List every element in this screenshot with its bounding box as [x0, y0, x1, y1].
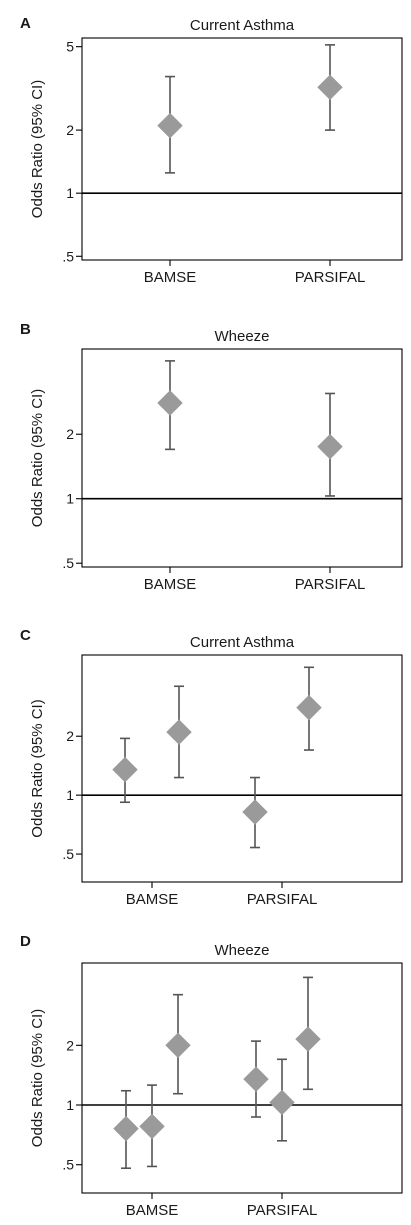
odds-ratio-diamond	[166, 719, 192, 745]
panel-label: D	[20, 933, 31, 950]
y-tick-label: 2	[66, 426, 74, 442]
odds-ratio-diamond	[165, 1032, 191, 1059]
y-tick-label: .5	[62, 248, 74, 264]
panel-title: Wheeze	[214, 942, 269, 959]
x-tick-label: BAMSE	[126, 1202, 179, 1219]
panel-title: Wheeze	[214, 328, 269, 345]
x-tick-label: PARSIFAL	[247, 891, 318, 908]
y-axis-label: Odds Ratio (95% CI)	[29, 699, 46, 837]
plot-frame	[81, 37, 403, 261]
x-tick-label: BAMSE	[126, 891, 179, 908]
y-tick-label: 1	[66, 185, 74, 201]
x-tick-label: BAMSE	[144, 269, 197, 286]
odds-ratio-diamond	[112, 756, 138, 783]
y-axis-label: Odds Ratio (95% CI)	[29, 389, 46, 527]
y-tick-label: 2	[66, 728, 74, 744]
plot-frame	[81, 962, 403, 1194]
y-tick-label: 2	[66, 1037, 74, 1053]
odds-ratio-diamond	[243, 1066, 269, 1092]
panel-label: C	[20, 627, 31, 644]
panel-c: C Current Asthma .5 1 2 Odds Ratio (95% CI) BA…	[20, 627, 403, 908]
x-tick-label: PARSIFAL	[295, 269, 366, 286]
panel-title: Current Asthma	[190, 17, 295, 34]
panel-a: A Current Asthma .5 1 2 5 Odds Ratio (95% CI) B…	[20, 15, 403, 286]
y-tick-label: 1	[66, 787, 74, 803]
plot-frame	[81, 654, 403, 883]
y-tick-label: .5	[62, 1157, 74, 1173]
x-tick-label: PARSIFAL	[295, 576, 366, 593]
y-tick-label: .5	[62, 846, 74, 862]
odds-ratio-diamond	[269, 1089, 295, 1116]
y-axis-label: Odds Ratio (95% CI)	[29, 80, 46, 218]
panel-b: B Wheeze .5 1 2 Odds Ratio (95% CI) BAMSE PARSI…	[20, 321, 403, 593]
y-tick-label: 1	[66, 1097, 74, 1113]
y-tick-label: 1	[66, 491, 74, 507]
panel-d: D Wheeze .5 1 2 Odds Ratio (95% CI) BAMSE PARSI…	[20, 933, 403, 1219]
odds-ratio-diamond	[317, 74, 343, 101]
panel-title: Current Asthma	[190, 634, 295, 651]
x-tick-label: PARSIFAL	[247, 1202, 318, 1219]
odds-ratio-diamond	[113, 1115, 139, 1142]
odds-ratio-diamond	[157, 112, 183, 139]
y-tick-label: 5	[66, 39, 74, 55]
odds-ratio-diamond	[139, 1113, 165, 1140]
odds-ratio-diamond	[317, 433, 343, 460]
odds-ratio-diamond	[296, 694, 322, 721]
plot-frame	[81, 348, 403, 568]
odds-ratio-diamond	[295, 1026, 321, 1052]
y-axis-label: Odds Ratio (95% CI)	[29, 1009, 46, 1147]
odds-ratio-diamond	[157, 390, 183, 416]
panel-label: B	[20, 321, 31, 338]
odds-ratio-diamond	[242, 799, 268, 825]
y-tick-label: 2	[66, 122, 74, 138]
panel-label: A	[20, 15, 31, 32]
x-tick-label: BAMSE	[144, 576, 197, 593]
y-tick-label: .5	[62, 555, 74, 571]
